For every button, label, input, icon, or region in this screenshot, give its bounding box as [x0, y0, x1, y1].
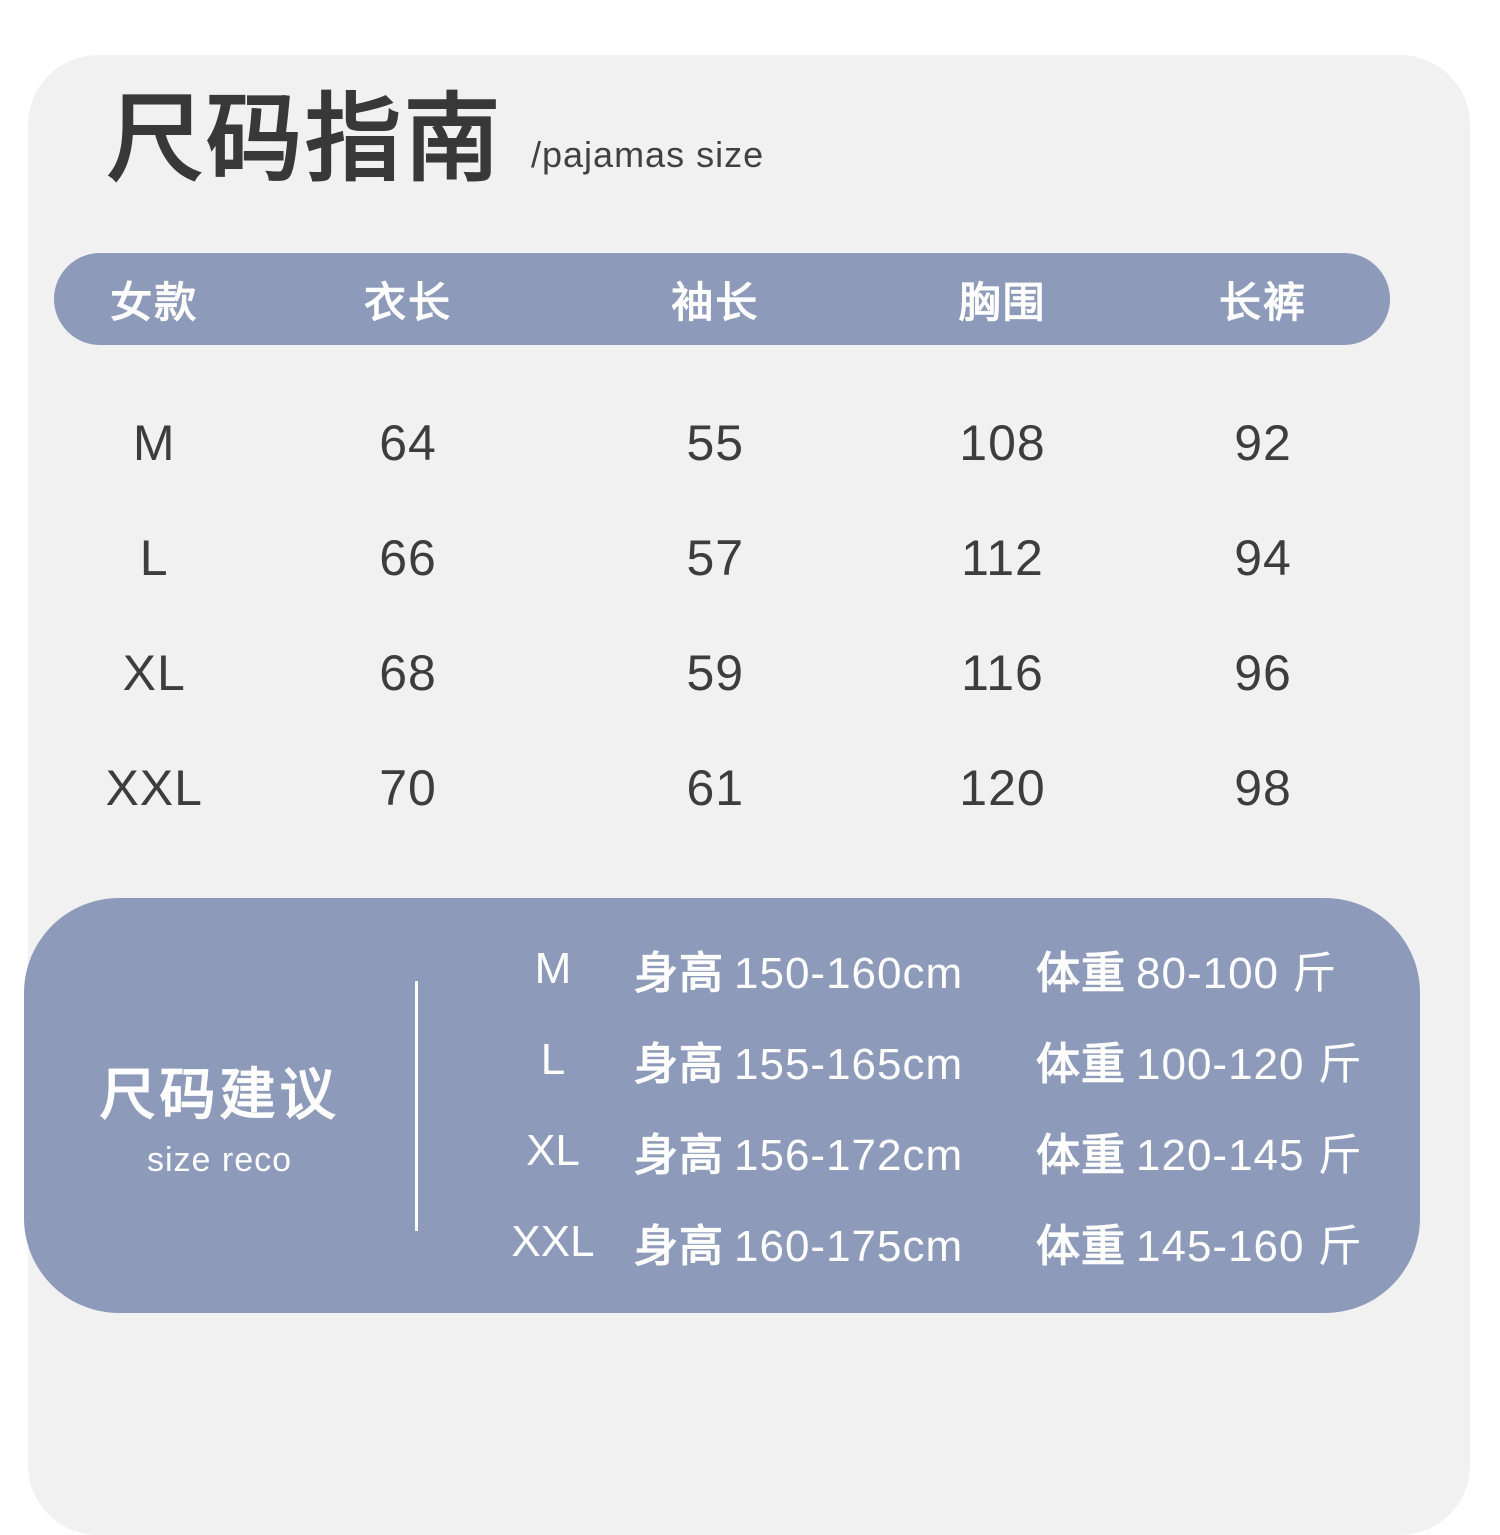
value-cell: 94	[1234, 529, 1292, 586]
value-cell: 64	[379, 414, 437, 471]
table-row: XL 68 59 116 96	[54, 615, 1390, 730]
height-range: 身高 150-160cm	[634, 937, 1036, 1001]
weight-label: 体重	[1036, 1131, 1126, 1180]
recommendation-row: XL 身高 156-172cm 体重 120-145 斤	[418, 1106, 1420, 1197]
size-cell: XL	[122, 644, 186, 701]
size-table-header: 女款 衣长 袖长 胸围 长裤	[54, 253, 1390, 345]
recommendation-title: 尺码建议	[99, 1062, 340, 1126]
weight-value: 120-145 斤	[1136, 1131, 1363, 1180]
height-label: 身高	[634, 1040, 724, 1089]
column-header-pants-length: 长裤	[1219, 278, 1308, 326]
column-header-sleeve-length: 袖长	[671, 278, 760, 326]
size-cell: M	[132, 414, 176, 471]
weight-range: 体重 100-120 斤	[1036, 1028, 1363, 1092]
recommendation-title-block: 尺码建议 size reco	[24, 898, 415, 1313]
height-range: 身高 160-175cm	[634, 1210, 1036, 1274]
height-range: 身高 156-172cm	[634, 1119, 1036, 1183]
height-value: 156-172cm	[734, 1131, 964, 1180]
value-cell: 120	[959, 759, 1046, 816]
size-cell: L	[139, 529, 169, 586]
column-header-style: 女款	[110, 278, 199, 326]
vertical-divider	[415, 980, 418, 1231]
recommendation-row: M 身高 150-160cm 体重 80-100 斤	[418, 924, 1420, 1015]
height-label: 身高	[634, 949, 724, 998]
value-cell: 59	[686, 644, 745, 701]
table-row: XXL 70 61 120 98	[54, 730, 1390, 845]
weight-label: 体重	[1036, 1222, 1126, 1271]
weight-label: 体重	[1036, 1040, 1126, 1089]
value-cell: 66	[379, 529, 437, 586]
page-subtitle: /pajamas size	[531, 133, 765, 175]
weight-value: 80-100 斤	[1136, 949, 1338, 998]
size-label: L	[540, 1035, 566, 1084]
value-cell: 112	[961, 529, 1044, 586]
weight-range: 体重 145-160 斤	[1036, 1210, 1363, 1274]
value-cell: 57	[686, 529, 745, 586]
weight-value: 100-120 斤	[1136, 1040, 1363, 1089]
height-range: 身高 155-165cm	[634, 1028, 1036, 1092]
size-cell: XXL	[105, 759, 203, 816]
table-row: L 66 57 112 94	[54, 500, 1390, 615]
table-row: M 64 55 108 92	[54, 385, 1390, 500]
value-cell: 116	[961, 644, 1044, 701]
column-header-garment-length: 衣长	[364, 278, 453, 326]
recommendation-row: L 身高 155-165cm 体重 100-120 斤	[418, 1015, 1420, 1106]
value-cell: 92	[1234, 414, 1292, 471]
weight-range: 体重 120-145 斤	[1036, 1119, 1363, 1183]
value-cell: 68	[379, 644, 437, 701]
height-label: 身高	[634, 1222, 724, 1271]
size-label: XXL	[511, 1217, 595, 1266]
page-title-block: 尺码指南 /pajamas size	[107, 88, 764, 192]
weight-label: 体重	[1036, 949, 1126, 998]
weight-range: 体重 80-100 斤	[1036, 937, 1337, 1001]
page-title: 尺码指南	[107, 86, 503, 193]
value-cell: 55	[686, 414, 745, 471]
size-label: XL	[526, 1126, 580, 1175]
value-cell: 98	[1234, 759, 1292, 816]
height-value: 160-175cm	[734, 1222, 964, 1271]
size-label: M	[534, 944, 572, 993]
value-cell: 70	[379, 759, 437, 816]
size-recommendation-panel: 尺码建议 size reco M 身高 150-160cm 体重 80-100 …	[24, 898, 1420, 1313]
value-cell: 61	[686, 759, 745, 816]
size-table-body: M 64 55 108 92 L 66 57 112 94 XL 68 59 1…	[54, 385, 1390, 845]
recommendation-subtitle: size reco	[146, 1140, 293, 1179]
value-cell: 108	[959, 414, 1046, 471]
weight-value: 145-160 斤	[1136, 1222, 1363, 1271]
recommendation-row: XXL 身高 160-175cm 体重 145-160 斤	[418, 1197, 1420, 1288]
column-header-bust: 胸围	[958, 278, 1047, 326]
height-value: 155-165cm	[734, 1040, 964, 1089]
value-cell: 96	[1234, 644, 1292, 701]
size-table: 女款 衣长 袖长 胸围 长裤 M 64 55 108 92 L 66 57 11…	[54, 253, 1390, 845]
recommendation-rows: M 身高 150-160cm 体重 80-100 斤 L 身高 155-165c…	[418, 898, 1420, 1313]
height-label: 身高	[634, 1131, 724, 1180]
height-value: 150-160cm	[734, 949, 964, 998]
